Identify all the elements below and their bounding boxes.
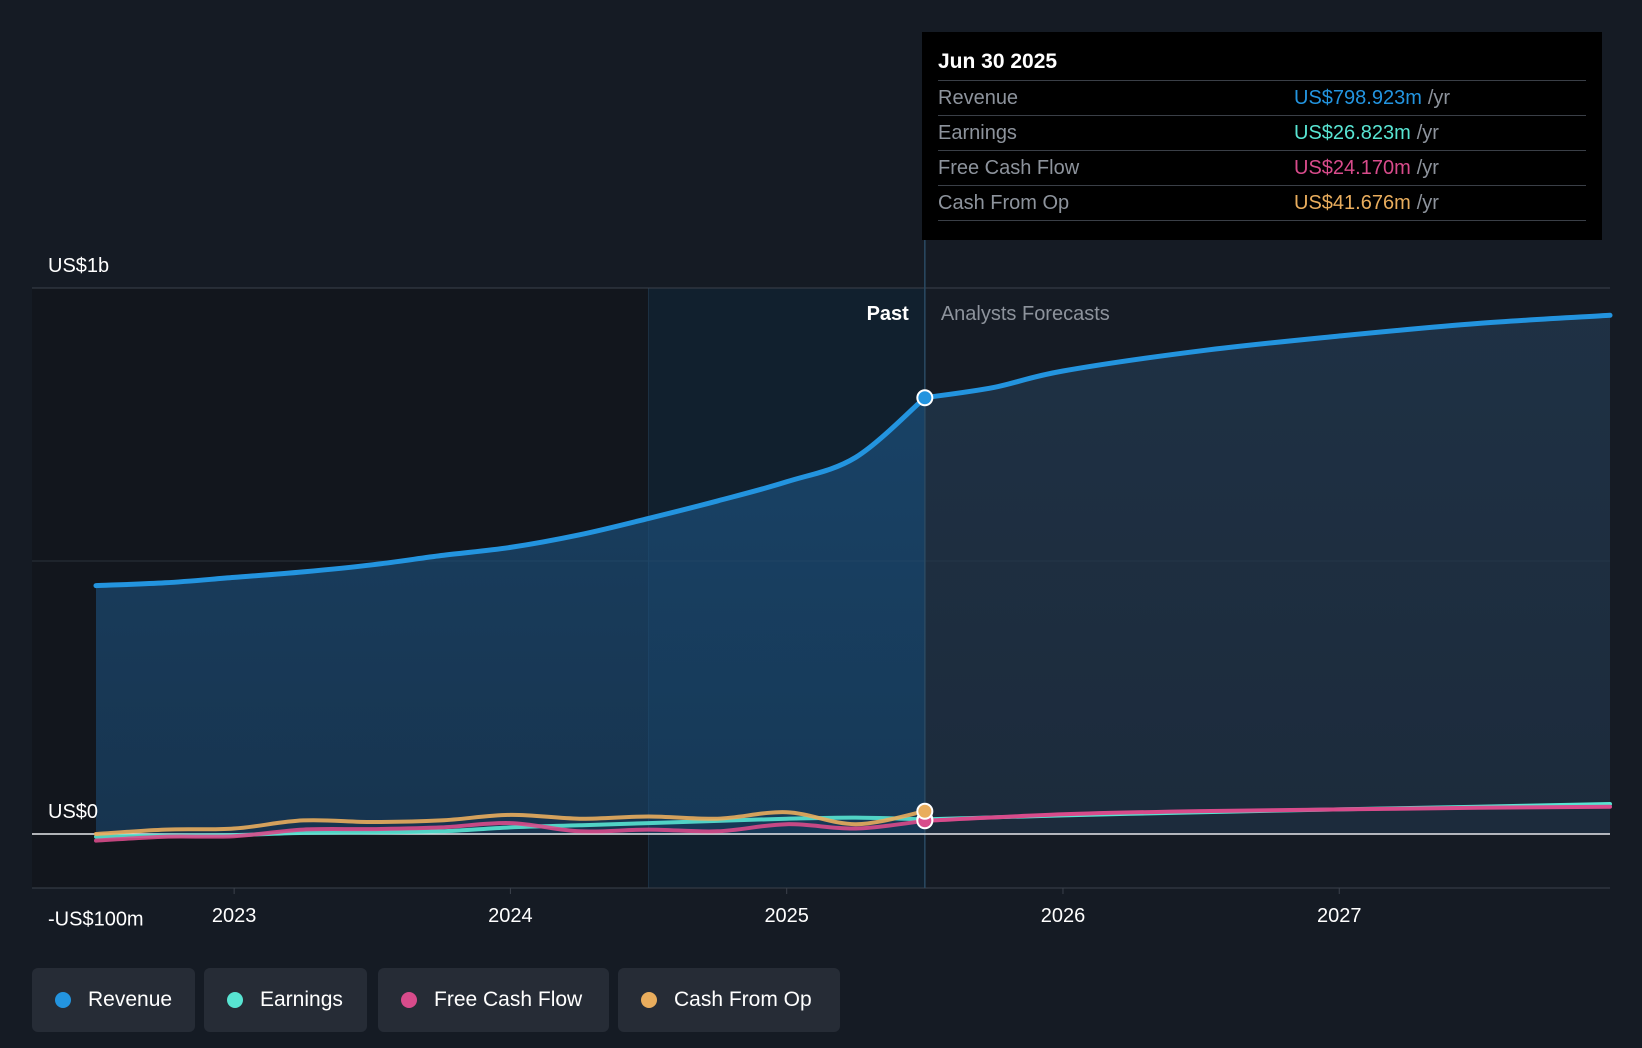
tooltip-unit: /yr bbox=[1416, 192, 1439, 214]
forecast-label: Analysts Forecasts bbox=[941, 303, 1110, 325]
tooltip-value: US$798.923m bbox=[1294, 87, 1422, 109]
legend-item-cash-from-op[interactable]: Cash From Op bbox=[618, 968, 840, 1032]
revenue-area-forecast bbox=[924, 315, 1610, 834]
cash-from-op-marker bbox=[916, 802, 934, 820]
revenue-marker bbox=[916, 389, 934, 407]
x-tick-label: 2026 bbox=[1041, 905, 1086, 927]
legend-item-revenue[interactable]: Revenue bbox=[32, 968, 195, 1032]
y-tick-label: US$0 bbox=[48, 801, 98, 823]
x-tick-label: 2025 bbox=[764, 905, 809, 927]
legend-dot-icon bbox=[641, 992, 657, 1008]
legend-item-free-cash-flow[interactable]: Free Cash Flow bbox=[378, 968, 609, 1032]
legend-dot-icon bbox=[401, 992, 417, 1008]
legend-label: Earnings bbox=[260, 988, 343, 1011]
revenue-line-forecast bbox=[922, 312, 1613, 401]
legend-label: Free Cash Flow bbox=[434, 988, 583, 1011]
legend-label: Revenue bbox=[88, 988, 173, 1011]
tooltip-row-free-cash-flow: Free Cash Flow US$24.170m/yr bbox=[938, 151, 1586, 186]
free-cash-flow-line-forecast bbox=[922, 804, 1612, 823]
tooltip-value: US$41.676m bbox=[1294, 192, 1411, 214]
tooltip-label: Free Cash Flow bbox=[938, 157, 1080, 179]
tooltip-value: US$26.823m bbox=[1294, 122, 1411, 144]
legend-dot-icon bbox=[55, 992, 71, 1008]
cash-from-op-line-past bbox=[94, 809, 927, 836]
legend-dot-icon bbox=[227, 992, 243, 1008]
legend-label: Cash From Op bbox=[674, 988, 812, 1011]
tooltip-unit: /yr bbox=[1416, 157, 1439, 179]
revenue-area-past bbox=[96, 397, 925, 834]
tooltip-value: US$24.170m bbox=[1294, 157, 1411, 179]
tooltip-label: Cash From Op bbox=[938, 192, 1070, 214]
tooltip-label: Revenue bbox=[938, 87, 1019, 109]
tooltip: Jun 30 2025 Revenue US$798.923m/yr Earni… bbox=[922, 32, 1602, 240]
y-tick-label: -US$100m bbox=[48, 909, 144, 931]
tooltip-unit: /yr bbox=[1427, 87, 1451, 109]
legend-item-earnings[interactable]: Earnings bbox=[204, 968, 367, 1032]
revenue-line-past bbox=[93, 395, 928, 589]
tooltip-value-wrap: US$26.823m/yr bbox=[1294, 116, 1439, 150]
x-tick-label: 2023 bbox=[212, 905, 257, 927]
tooltip-value-wrap: US$798.923m/yr bbox=[1294, 81, 1450, 115]
tooltip-row-cash-from-op: Cash From Op US$41.676m/yr bbox=[938, 186, 1586, 221]
x-tick-label: 2027 bbox=[1317, 905, 1362, 927]
past-label: Past bbox=[867, 303, 910, 325]
tooltip-date: Jun 30 2025 bbox=[938, 46, 1586, 81]
tooltip-row-earnings: Earnings US$26.823m/yr bbox=[938, 116, 1586, 151]
x-tick-label: 2024 bbox=[488, 905, 533, 927]
tooltip-value-wrap: US$24.170m/yr bbox=[1294, 151, 1439, 185]
free-cash-flow-line-past bbox=[94, 818, 927, 843]
tooltip-value-wrap: US$41.676m/yr bbox=[1294, 186, 1439, 220]
tooltip-row-revenue: Revenue US$798.923m/yr bbox=[938, 81, 1586, 116]
tooltip-label: Earnings bbox=[938, 122, 1017, 144]
tooltip-unit: /yr bbox=[1416, 122, 1439, 144]
y-tick-label: US$1b bbox=[48, 255, 109, 277]
